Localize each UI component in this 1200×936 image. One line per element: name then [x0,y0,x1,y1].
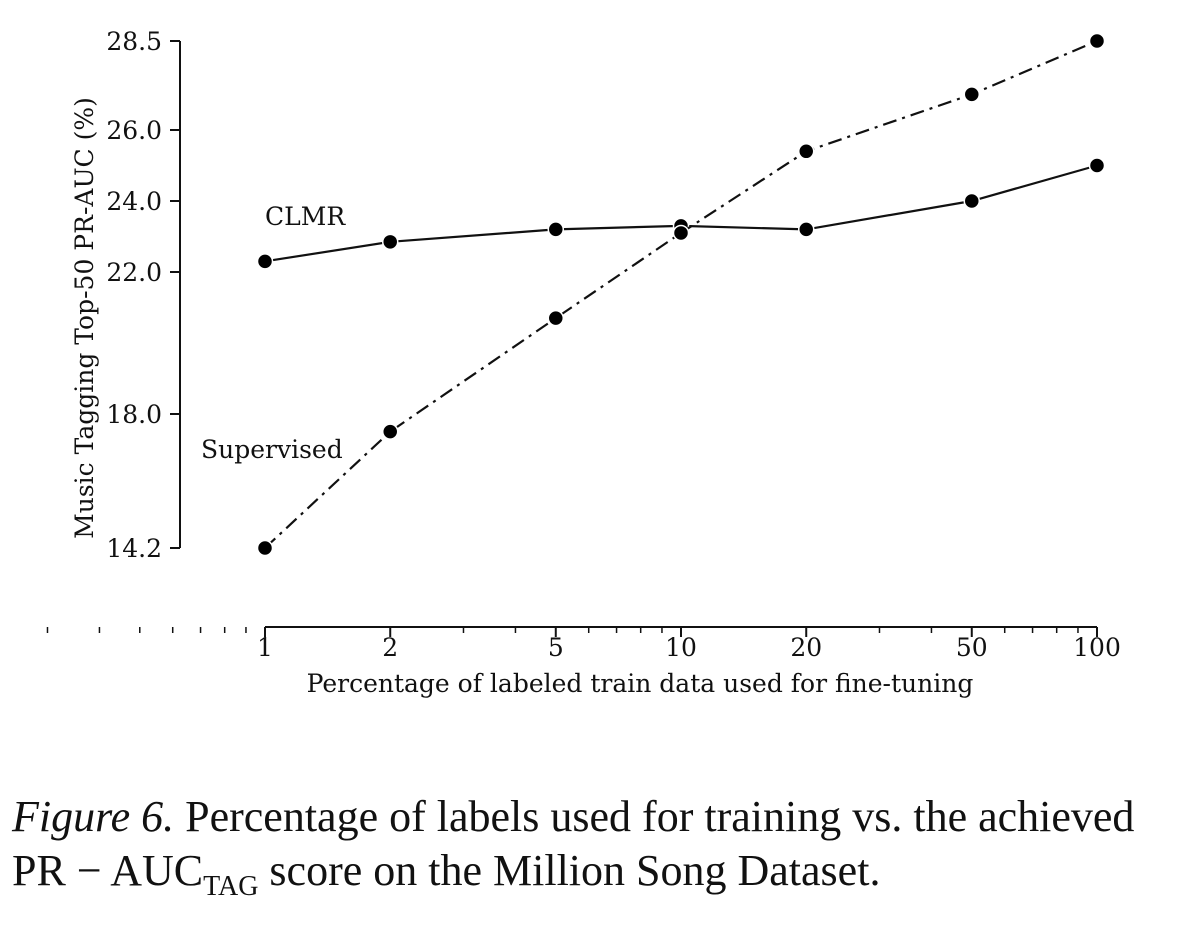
y-tick-label: 22.0 [106,258,162,287]
data-point [547,309,565,327]
y-tick-label: 26.0 [106,116,162,145]
data-point [797,221,815,238]
y-tick-label: 28.5 [106,27,162,56]
series-clmr [256,157,1106,270]
figure-caption: Figure 6. Percentage of labels used for … [12,790,1192,914]
data-point [797,143,815,160]
x-tick-label: 5 [548,633,564,662]
data-point [1088,157,1106,174]
caption-text-2: score on the Million Song Dataset. [269,846,881,895]
data-point [381,423,399,440]
data-point [256,539,274,557]
data-point [963,86,981,103]
data-point [547,221,565,238]
x-tick-label: 20 [790,633,822,662]
data-point [381,233,399,251]
series-line [264,39,1098,549]
data-point [672,224,690,242]
caption-formula: PR − AUC [12,846,204,895]
x-tick-label: 2 [382,633,398,662]
data-point [256,253,274,270]
y-axis-label: Music Tagging Top-50 PR-AUC (%) [70,97,99,539]
series-label-supervised: Supervised [201,435,343,464]
series-layer [256,32,1106,557]
caption-text: Percentage of labels used for training v… [185,792,1135,841]
caption-label: Figure 6. [12,792,175,841]
x-tick-label: 10 [665,633,697,662]
x-axis-label: Percentage of labeled train data used fo… [307,669,974,698]
x-tick-label: 100 [1073,633,1121,662]
y-tick-label: 24.0 [106,187,162,216]
x-axis: 1 2 5 10 20 50 100 [46,626,1121,662]
y-axis: 14.2 18.0 22.0 24.0 26.0 28.5 [106,27,181,563]
y-tick-label: 14.2 [106,534,162,563]
series-supervised [256,32,1106,557]
y-tick-label: 18.0 [106,400,162,429]
data-point [1088,32,1106,50]
data-point [963,192,981,210]
x-tick-label: 1 [257,633,273,662]
series-label-clmr: CLMR [265,202,346,231]
chart: 14.2 18.0 22.0 24.0 26.0 28.5 1 2 5 10 20 50 100 CL… [46,27,1121,698]
caption-formula-subscript: TAG [203,871,259,902]
x-tick-label: 50 [956,633,988,662]
